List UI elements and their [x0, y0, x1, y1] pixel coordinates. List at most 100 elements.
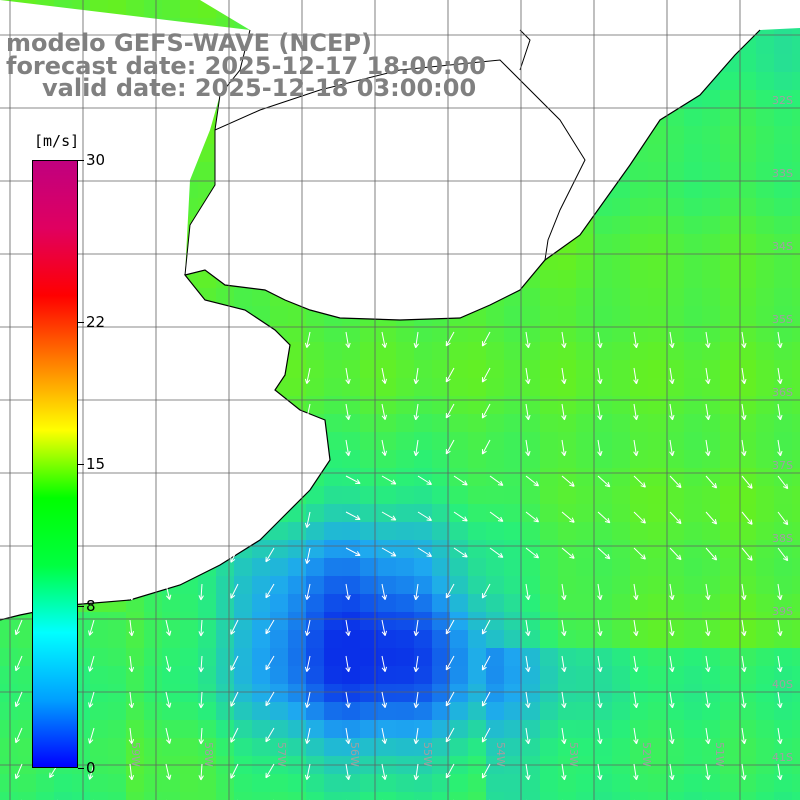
wind-arrow	[88, 763, 95, 780]
wind-cell	[270, 648, 288, 666]
wind-arrow	[14, 763, 23, 780]
wind-cell	[270, 738, 288, 756]
wind-arrow	[481, 763, 491, 779]
wind-cell	[288, 342, 306, 360]
wind-cell	[720, 630, 738, 648]
wind-cell	[630, 648, 648, 666]
wind-cell	[414, 576, 432, 594]
wind-cell	[684, 684, 702, 702]
wind-cell	[504, 576, 522, 594]
wind-arrow	[230, 655, 239, 671]
wind-cell	[342, 738, 360, 756]
wind-cell	[540, 432, 558, 450]
wind-cell	[324, 396, 342, 414]
wind-cell	[504, 792, 522, 800]
longitude-label: 54W	[494, 742, 507, 767]
wind-arrow	[633, 691, 639, 709]
wind-cell	[306, 522, 324, 540]
wind-cell	[486, 648, 504, 666]
wind-cell	[648, 576, 666, 594]
wind-cell	[774, 522, 792, 540]
wind-cell	[324, 630, 342, 648]
wind-arrow	[413, 619, 419, 637]
wind-cell	[756, 792, 774, 800]
wind-cell	[522, 504, 540, 522]
wind-cell	[396, 540, 414, 558]
wind-arrow	[88, 367, 95, 384]
wind-cell	[486, 720, 504, 738]
wind-cell	[504, 486, 522, 504]
wind-cell	[630, 306, 648, 324]
wind-cell	[720, 324, 738, 342]
wind-cell	[90, 630, 108, 648]
wind-cell	[468, 540, 486, 558]
wind-arrow	[304, 367, 311, 384]
wind-cell	[306, 594, 324, 612]
wind-cell	[774, 540, 792, 558]
wind-cell	[630, 396, 648, 414]
wind-cell	[396, 792, 414, 800]
wind-cell	[792, 432, 800, 450]
wind-cell	[738, 198, 756, 216]
wind-cell	[756, 396, 774, 414]
wind-cell	[450, 792, 468, 800]
wind-cell	[684, 468, 702, 486]
wind-cell	[342, 684, 360, 702]
wind-cell	[486, 342, 504, 360]
wind-cell	[324, 702, 342, 720]
wind-cell	[306, 360, 324, 378]
wind-cell	[126, 684, 144, 702]
wind-cell	[324, 342, 342, 360]
wind-arrow	[128, 583, 135, 601]
wind-cell	[666, 306, 684, 324]
wind-cell	[432, 666, 450, 684]
wind-cell	[720, 450, 738, 468]
wind-arrow	[597, 547, 611, 560]
wind-arrow	[525, 655, 531, 673]
wind-cell	[360, 342, 378, 360]
wind-cell	[252, 774, 270, 792]
colorbar-tick-mark	[78, 605, 84, 607]
wind-cell	[720, 306, 738, 324]
wind-arrow	[777, 727, 783, 745]
wind-cell	[702, 216, 720, 234]
wind-cell	[558, 576, 576, 594]
wind-cell	[684, 288, 702, 306]
wind-cell	[162, 648, 180, 666]
wind-cell	[684, 612, 702, 630]
wind-cell	[288, 666, 306, 684]
wind-cell	[432, 720, 450, 738]
wind-cell	[504, 666, 522, 684]
wind-cell	[594, 306, 612, 324]
wind-cell	[468, 684, 486, 702]
wind-cell	[468, 504, 486, 522]
wind-arrow	[445, 583, 455, 599]
wind-cell	[288, 504, 306, 522]
wind-cell	[288, 792, 306, 800]
wind-cell	[504, 612, 522, 630]
wind-cell	[792, 648, 800, 666]
wind-arrow	[265, 331, 275, 347]
wind-cell	[18, 630, 36, 648]
wind-cell	[504, 648, 522, 666]
wind-cell	[720, 162, 738, 180]
wind-cell	[414, 594, 432, 612]
wind-arrow	[597, 655, 603, 673]
wind-cell	[378, 738, 396, 756]
wind-cell	[144, 630, 162, 648]
wind-cell	[522, 396, 540, 414]
wind-cell	[324, 738, 342, 756]
wind-cell	[450, 378, 468, 396]
wind-arrow	[14, 619, 23, 636]
wind-cell	[378, 576, 396, 594]
wind-arrow	[525, 475, 540, 487]
wind-cell	[630, 234, 648, 252]
wind-arrow	[413, 691, 419, 709]
wind-cell	[792, 360, 800, 378]
wind-arrow	[597, 691, 603, 709]
wind-arrow	[88, 403, 95, 420]
wind-cell	[396, 432, 414, 450]
wind-cell	[738, 612, 756, 630]
wind-arrow	[525, 763, 531, 781]
wind-cell	[450, 738, 468, 756]
